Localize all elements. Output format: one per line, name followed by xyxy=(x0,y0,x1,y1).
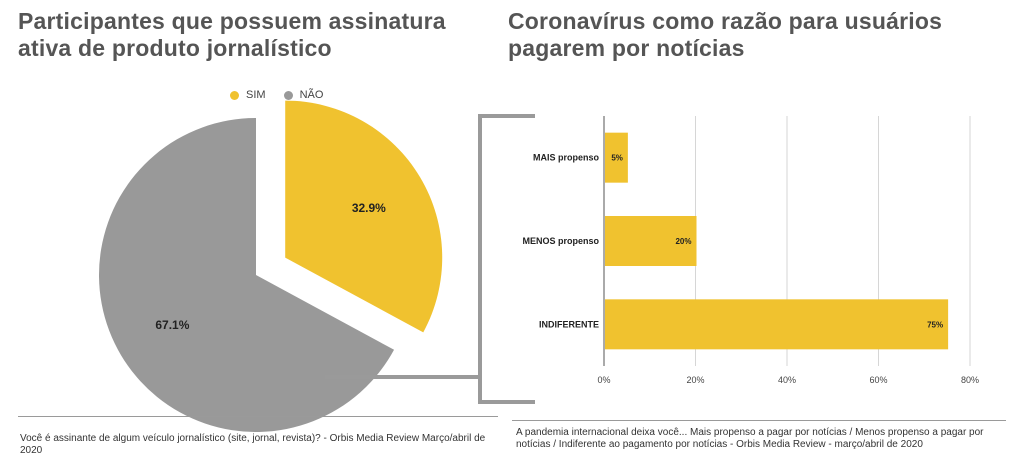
bar-category-label: INDIFERENTE xyxy=(539,319,599,329)
bar-x-tick-label: 40% xyxy=(778,375,796,385)
bar-category-label: MAIS propenso xyxy=(533,153,600,163)
legend-label: NÃO xyxy=(299,89,324,101)
bar-x-tick-label: 20% xyxy=(686,375,704,385)
bar-value-label: 75% xyxy=(927,320,943,329)
pie-value-label: 67.1% xyxy=(155,318,189,332)
legend-swatch xyxy=(283,90,293,100)
bar-x-tick-label: 80% xyxy=(961,375,979,385)
pie-source-note: Você é assinante de algum veículo jornal… xyxy=(20,433,486,456)
right-divider xyxy=(512,420,1006,421)
pie-slice-não xyxy=(99,118,395,433)
pie-legend: SIM NÃO xyxy=(230,89,341,101)
pie-slice-sim xyxy=(285,100,443,333)
legend-item-não: NÃO xyxy=(283,89,324,101)
bar-mais-propenso xyxy=(605,132,628,183)
bar-chart-title: Coronavírus como razão para usuários pag… xyxy=(508,8,943,61)
legend-item-sim: SIM xyxy=(230,89,266,101)
bar-x-tick-label: 0% xyxy=(597,375,610,385)
pie-chart-title: Participantes que possuem assinatura ati… xyxy=(18,8,446,61)
connector-bracket xyxy=(478,114,535,404)
bar-value-label: 20% xyxy=(675,237,691,246)
bar-source-note: A pandemia internacional deixa você... M… xyxy=(516,427,984,450)
bar-category-label: MENOS propenso xyxy=(522,236,599,246)
bar-indiferente xyxy=(605,299,949,350)
bar-value-label: 5% xyxy=(611,154,623,163)
legend-label: SIM xyxy=(246,89,266,101)
bar-x-tick-label: 60% xyxy=(869,375,887,385)
left-divider xyxy=(18,416,498,417)
pie-value-label: 32.9% xyxy=(352,201,386,215)
bar-menos-propenso xyxy=(605,216,697,266)
legend-swatch xyxy=(230,90,239,100)
